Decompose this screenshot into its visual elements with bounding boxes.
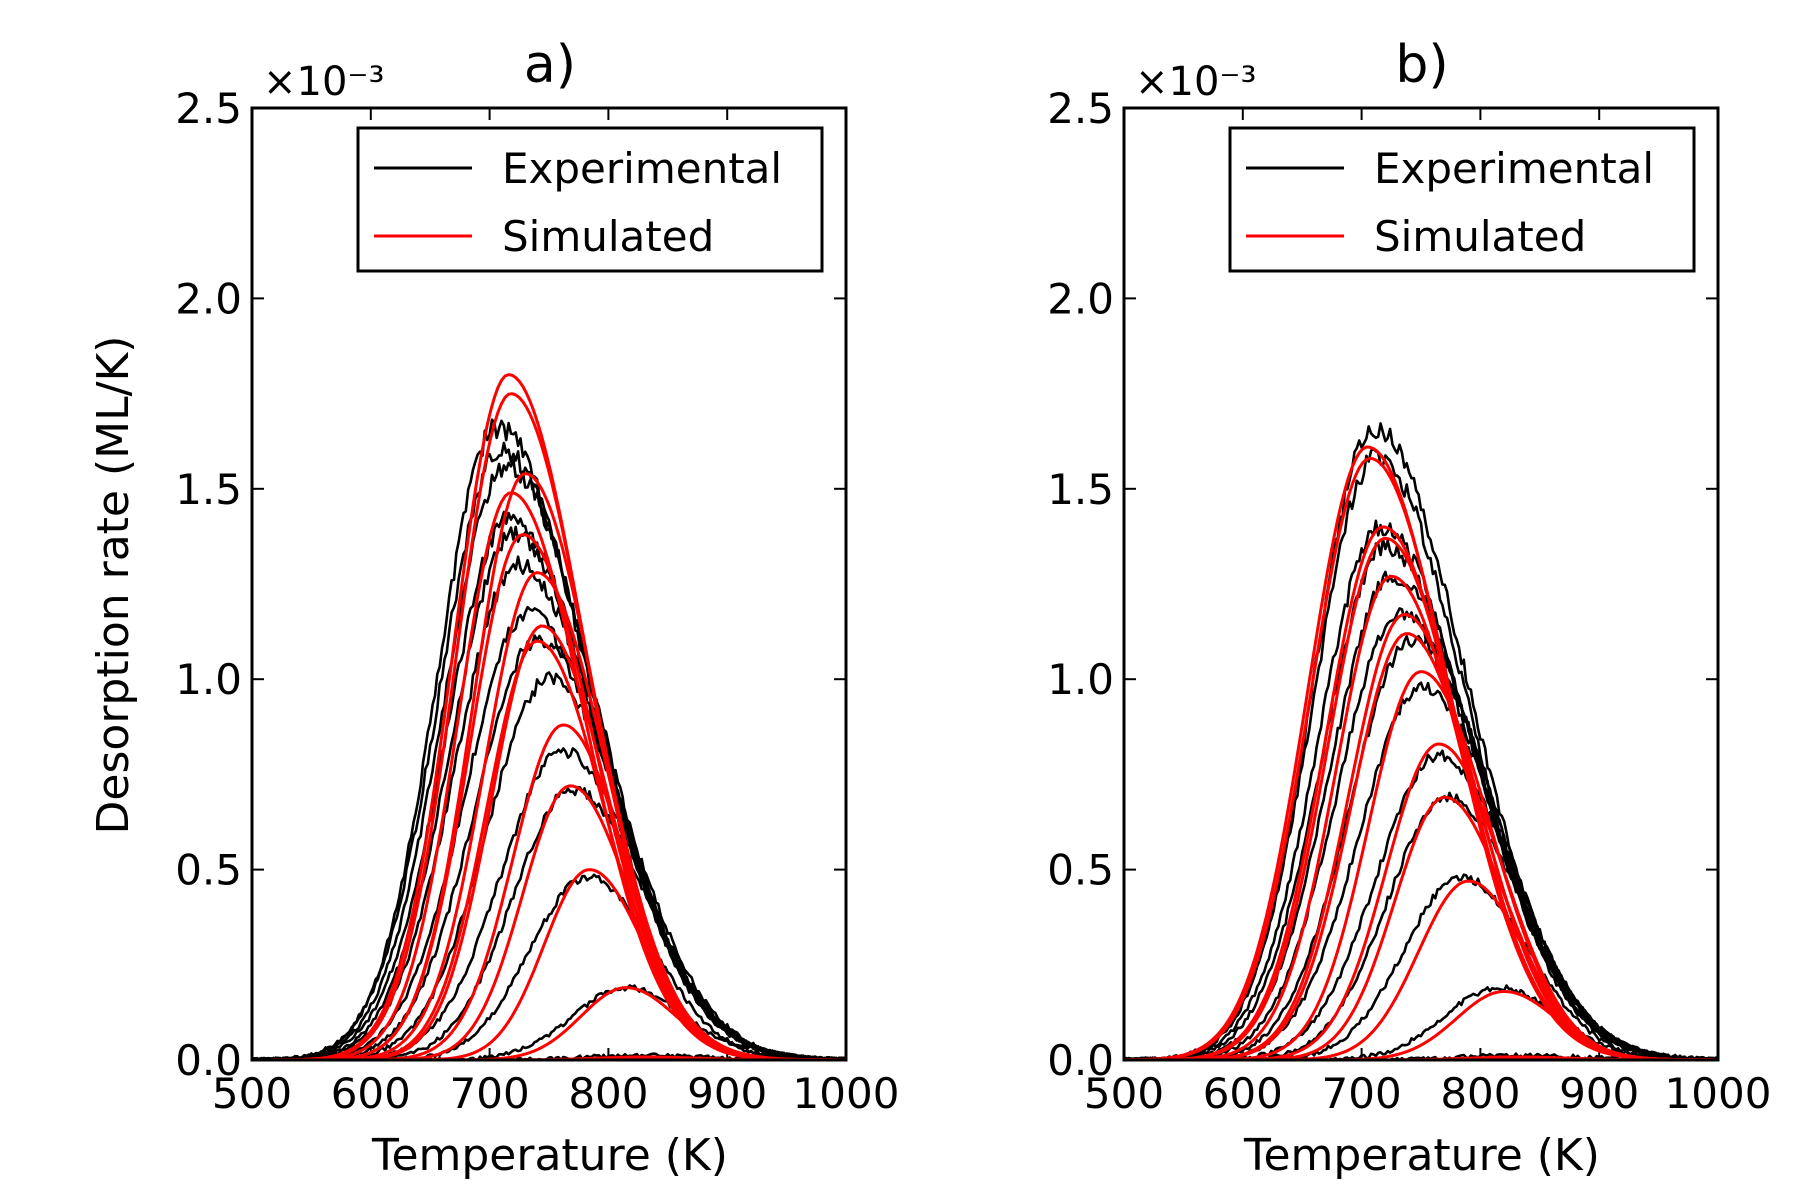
x-tick-label: 700 [1322,1069,1402,1118]
experimental-series-line [252,984,846,1060]
panel-title: a) [524,35,576,95]
x-tick-label: 1000 [1665,1069,1772,1118]
y-multiplier: ×10⁻³ [1135,59,1257,105]
y-tick-label: 0.0 [175,1036,242,1085]
y-tick-label: 1.5 [1047,465,1114,514]
x-tick-label: 500 [1084,1069,1164,1118]
x-tick-label: 600 [1203,1069,1283,1118]
y-tick-label: 0.5 [175,846,242,895]
y-tick-label: 1.0 [175,655,242,704]
y-multiplier: ×10⁻³ [263,59,385,105]
legend-box [1228,126,1696,273]
x-tick-label: 1000 [793,1069,900,1118]
x-axis-label: Temperature (K) [371,1130,728,1181]
y-tick-label: 1.0 [1047,655,1114,704]
axes-frame [250,106,848,1062]
y-tick-label: 1.5 [175,465,242,514]
legend-label-simulated: Simulated [502,212,714,261]
x-tick-label: 800 [1440,1069,1520,1118]
x-tick-label: 700 [450,1069,530,1118]
legend: Experimental Simulated [356,126,824,273]
x-tick-label: 600 [331,1069,411,1118]
panel-title: b) [1395,35,1448,95]
simulated-series-line [252,986,844,1060]
y-tick-label: 2.5 [1047,84,1114,133]
y-tick-label: 0.0 [1047,1036,1114,1085]
plot-area [1124,422,1718,1060]
panel-a: a) ×10⁻³ Desorption rate (ML/K) Temperat… [88,35,899,1181]
y-tick-label: 0.5 [1047,846,1114,895]
y-tick-label: 2.0 [175,274,242,323]
x-tick-label: 900 [1559,1069,1639,1118]
x-tick-label: 800 [568,1069,648,1118]
legend-label-experimental: Experimental [1374,144,1654,193]
legend: Experimental Simulated [1228,126,1696,273]
legend-box [356,126,824,273]
simulated-series-line [1124,990,1716,1060]
y-axis-label: Desorption rate (ML/K) [88,336,139,835]
x-axis-label: Temperature (K) [1243,1130,1600,1181]
legend-label-simulated: Simulated [1374,212,1586,261]
axis-ticks: 500 600 700 800 900 1000 0.0 0.5 1.0 1.5 2.0 2.5 [175,84,899,1118]
x-tick-label: 500 [212,1069,292,1118]
axes-frame [1122,106,1720,1062]
panel-b: b) ×10⁻³ Temperature (K) 500 600 700 800 900… [1047,35,1771,1181]
y-tick-label: 2.5 [175,84,242,133]
legend-label-experimental: Experimental [502,144,782,193]
x-tick-label: 900 [687,1069,767,1118]
y-tick-label: 2.0 [1047,274,1114,323]
